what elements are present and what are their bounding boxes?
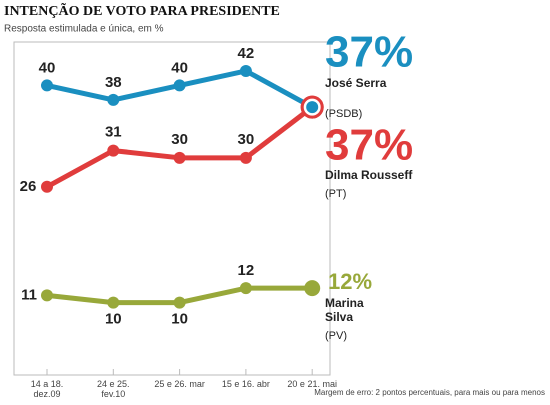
big-value-label: 37% — [325, 121, 413, 170]
point — [173, 151, 186, 164]
x-tick-label: 25 e 26. mar — [154, 379, 205, 389]
x-tick-label: 15 e 16. abr — [221, 379, 270, 389]
value-label: 11 — [21, 286, 37, 303]
legend-name: Marina Silva — [325, 296, 364, 324]
legend-party: (PV) — [325, 330, 347, 342]
point — [239, 151, 252, 164]
point — [41, 180, 53, 193]
value-label: 26 — [20, 178, 37, 195]
big-value-label: 37% — [325, 28, 413, 77]
chart-title: INTENÇÃO DE VOTO PARA PRESIDENTE — [4, 1, 280, 19]
point — [173, 296, 186, 309]
point — [107, 144, 120, 157]
point — [239, 282, 252, 295]
point — [41, 79, 53, 92]
plot-frame — [13, 41, 331, 376]
value-label: 42 — [238, 45, 255, 62]
point — [239, 64, 252, 77]
legend-name: José Serra — [325, 76, 387, 90]
point — [107, 296, 120, 309]
footnote: Margem de erro: 2 pontos percentuais, pa… — [314, 388, 545, 397]
point — [304, 280, 321, 297]
big-value-label: 12% — [328, 269, 372, 294]
legend-party: (PSDB) — [325, 108, 363, 120]
value-label: 30 — [171, 131, 188, 148]
legend-name: Dilma Rousseff — [325, 168, 413, 182]
value-label: 12 — [238, 262, 255, 279]
value-label: 10 — [171, 311, 188, 328]
value-label: 40 — [39, 59, 56, 76]
point — [107, 93, 120, 106]
value-label: 31 — [105, 124, 122, 141]
point — [41, 289, 53, 302]
value-label: 30 — [238, 131, 255, 148]
chart-subtitle: Resposta estimulada e única, em % — [4, 24, 164, 35]
last-marker-core — [306, 101, 319, 114]
x-tick-label: 20 e 21. mai — [287, 379, 337, 389]
value-label: 40 — [171, 59, 188, 76]
legend-party: (PT) — [325, 188, 347, 200]
value-label: 10 — [105, 311, 122, 328]
value-label: 38 — [105, 74, 122, 91]
x-tick-label: 24 e 25. fev.10 — [97, 379, 130, 399]
point — [173, 79, 186, 92]
x-tick-label: 14 a 18. dez.09 — [30, 379, 64, 399]
